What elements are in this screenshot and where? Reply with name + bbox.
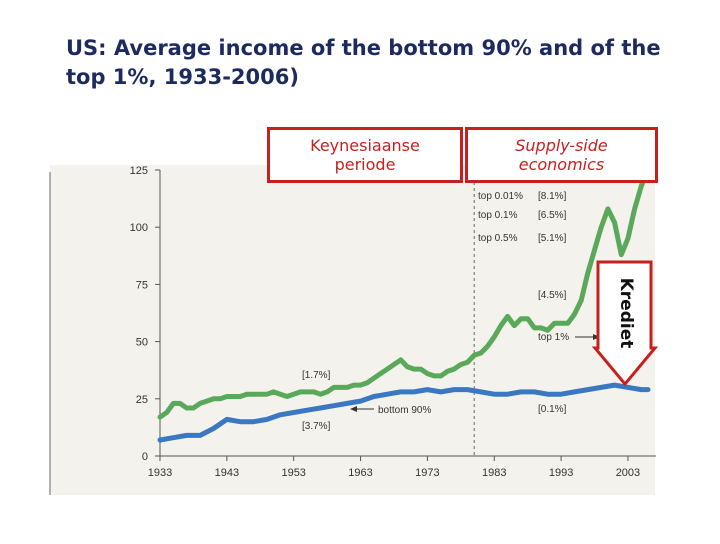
slide-title: US: Average income of the bottom 90% and… [66, 36, 661, 89]
annotation-value: [1.7%] [302, 370, 331, 381]
x-tick-label: 1993 [549, 467, 573, 479]
keynesian-label-line-2: periode [334, 155, 396, 174]
credit-label: Krediet [616, 278, 636, 349]
axes: 0 25 50 75 100 125 1933 1943 1953 1963 1973 1983 199… [130, 165, 656, 479]
keynesian-label-line-1: Keynesiaanse [310, 136, 420, 155]
annotation-label: top 0.01% [478, 191, 523, 202]
x-tick-label: 2003 [616, 467, 640, 479]
annotation-value: [4.5%] [538, 290, 567, 301]
y-tick-label: 75 [136, 279, 148, 291]
annotation-value: [3.7%] [302, 421, 331, 432]
chart-background [50, 165, 655, 495]
x-tick-label: 1943 [215, 467, 239, 479]
annotation-arrowhead [350, 406, 357, 412]
x-tick-label: 1973 [415, 467, 439, 479]
x-tick-label: 1963 [348, 467, 372, 479]
y-tick-label: 25 [136, 394, 148, 406]
supply-side-label-line-2: economics [518, 155, 605, 174]
y-tick-label: 125 [130, 165, 148, 177]
y-tick-label: 50 [136, 337, 148, 349]
x-tick-label: 1953 [281, 467, 305, 479]
annotation-label: top 0.1% [478, 210, 518, 221]
annotations: top 0.01% [8.1%] top 0.1% [6.5%] top 0.5% [5.… [302, 191, 659, 432]
credit-arrow-icon [591, 260, 659, 387]
y-tick-label: 0 [142, 451, 148, 463]
x-tick-label: 1983 [482, 467, 506, 479]
supply-side-label: Supply-side economics [465, 127, 658, 183]
bottom90-series-line [157, 382, 651, 443]
annotation-value: [5.1%] [538, 233, 567, 244]
keynesian-period-label: Keynesiaanse periode [267, 127, 463, 183]
annotation-value: [8.1%] [538, 191, 567, 202]
annotation-value: [6.5%] [538, 210, 567, 221]
annotation-label: top 0.5% [478, 233, 518, 244]
annotation-value: [0.1%] [538, 404, 567, 415]
series-lines [157, 167, 651, 443]
top1-series-line [157, 167, 651, 420]
annotation-label: top 1% [538, 332, 569, 343]
x-tick-label: 1933 [148, 467, 172, 479]
y-tick-label: 100 [130, 222, 148, 234]
annotation-label: bottom 90% [378, 405, 431, 416]
supply-side-label-line-1: Supply-side [515, 136, 608, 155]
